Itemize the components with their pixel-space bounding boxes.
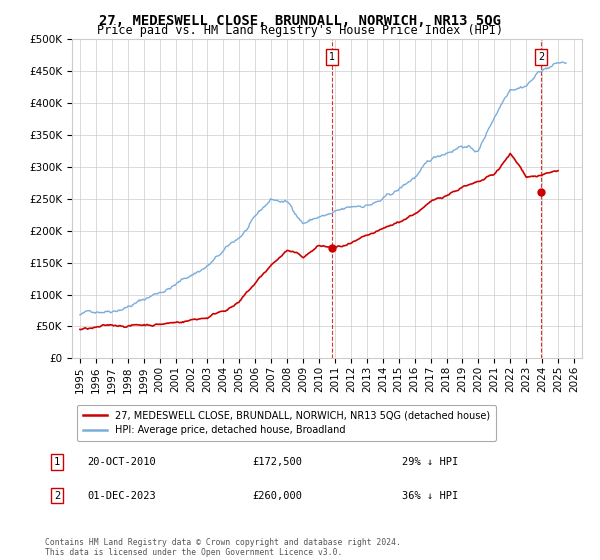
- Text: Price paid vs. HM Land Registry's House Price Index (HPI): Price paid vs. HM Land Registry's House …: [97, 24, 503, 37]
- Legend: 27, MEDESWELL CLOSE, BRUNDALL, NORWICH, NR13 5QG (detached house), HPI: Average : 27, MEDESWELL CLOSE, BRUNDALL, NORWICH, …: [77, 405, 496, 441]
- Text: 1: 1: [54, 457, 60, 467]
- Text: 01-DEC-2023: 01-DEC-2023: [87, 491, 156, 501]
- Text: £260,000: £260,000: [252, 491, 302, 501]
- Text: 20-OCT-2010: 20-OCT-2010: [87, 457, 156, 467]
- Text: 29% ↓ HPI: 29% ↓ HPI: [402, 457, 458, 467]
- Text: Contains HM Land Registry data © Crown copyright and database right 2024.
This d: Contains HM Land Registry data © Crown c…: [45, 538, 401, 557]
- Text: 2: 2: [54, 491, 60, 501]
- Text: 27, MEDESWELL CLOSE, BRUNDALL, NORWICH, NR13 5QG: 27, MEDESWELL CLOSE, BRUNDALL, NORWICH, …: [99, 14, 501, 28]
- Text: 1: 1: [329, 52, 335, 62]
- Text: £172,500: £172,500: [252, 457, 302, 467]
- Text: 36% ↓ HPI: 36% ↓ HPI: [402, 491, 458, 501]
- Text: 2: 2: [538, 52, 544, 62]
